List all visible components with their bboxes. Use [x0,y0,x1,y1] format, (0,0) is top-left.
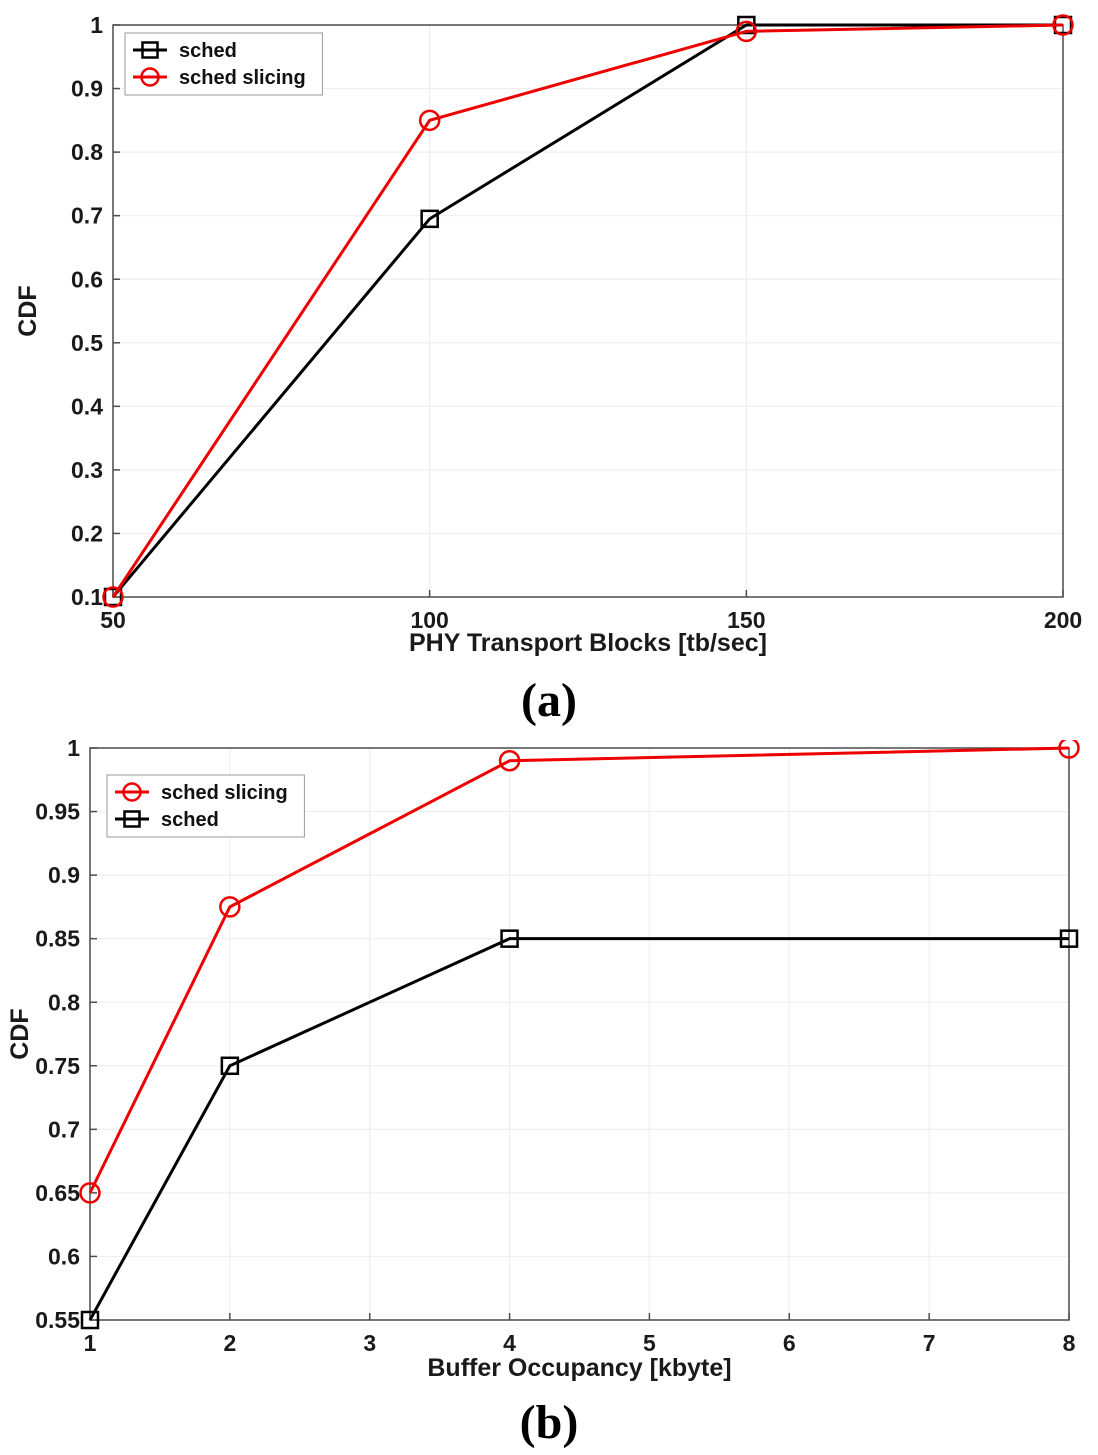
circle-marker [219,896,241,918]
svg-text:2: 2 [223,1330,236,1356]
series-sched [103,15,1073,607]
svg-text:1: 1 [84,1330,97,1356]
legend: sched sched slicing [124,32,323,96]
caption-b: (b) [519,1396,579,1449]
figure-b: 1 2 3 4 5 6 7 8 0.55 0.6 0.65 0.7 0.75 0.8 0.85 0.9 0.95… [0,740,1098,1455]
legend-circle-marker [140,67,160,87]
svg-text:0.9: 0.9 [48,862,80,888]
legend-item-sched: sched [115,809,219,831]
svg-text:6: 6 [783,1330,796,1356]
svg-text:1: 1 [67,740,80,761]
legend-circle-marker [122,782,142,802]
axis-ticks [112,24,1064,598]
figure-a: 50 100 150 200 0.1 0.2 0.3 0.4 0.5 0.6 0.7 0.8 0.9 1 P… [14,12,1082,727]
svg-text:0.75: 0.75 [35,1053,80,1079]
svg-text:150: 150 [727,607,765,633]
series-line-sched [111,23,1063,598]
svg-text:1: 1 [90,12,103,38]
chart-b-cdf-buffer-occupancy: 1 2 3 4 5 6 7 8 0.55 0.6 0.65 0.7 0.75 0.8 0.85 0.9 0.95… [6,740,1080,1382]
square-marker [500,929,519,948]
circle-marker [735,20,758,43]
svg-text:100: 100 [410,607,448,633]
x-axis-label: PHY Transport Blocks [tb/sec] [409,629,767,657]
plot-box [112,24,1064,598]
svg-text:0.6: 0.6 [71,266,103,292]
svg-text:4: 4 [503,1330,516,1356]
svg-text:50: 50 [100,607,126,633]
circle-marker [1058,740,1080,759]
svg-text:0.55: 0.55 [35,1307,80,1333]
tick-labels: 1 2 3 4 5 6 7 8 0.55 0.6 0.65 0.7 0.75 0.8 0.85 0.9 0.95… [35,740,1075,1356]
svg-text:0.65: 0.65 [35,1180,80,1206]
circle-marker [1052,14,1074,36]
legend: sched slicing sched [106,774,305,838]
series-line-sched-slicing [111,23,1064,598]
svg-text:200: 200 [1044,607,1082,633]
legend-label: sched slicing [179,67,306,89]
series-line-sched [88,937,1069,1321]
svg-text:0.5: 0.5 [71,330,103,356]
svg-text:0.8: 0.8 [48,989,80,1015]
circle-marker [79,1182,101,1204]
tick-labels: 50 100 150 200 0.1 0.2 0.3 0.4 0.5 0.6 0.7 0.8 0.9 1 [71,12,1082,633]
square-marker [420,209,439,229]
axis-ticks [89,747,1070,1321]
legend-label: sched [161,809,219,831]
circle-marker [418,109,441,132]
x-axis-label: Buffer Occupancy [kbyte] [427,1354,731,1382]
legend-label: sched [179,40,237,62]
legend-item-sched: sched [133,40,237,62]
series-sched [80,929,1079,1330]
svg-text:0.3: 0.3 [71,457,103,483]
svg-text:7: 7 [923,1330,936,1356]
svg-text:3: 3 [363,1330,376,1356]
y-axis-label: CDF [14,285,42,336]
plot-box [89,747,1070,1321]
chart-a-cdf-phy-transport-blocks: 50 100 150 200 0.1 0.2 0.3 0.4 0.5 0.6 0.7 0.8 0.9 1 P… [14,12,1082,657]
series-sched-slicing [102,14,1074,608]
series-sched-slicing [79,740,1080,1204]
svg-text:0.2: 0.2 [71,520,103,546]
caption-a: (a) [521,673,577,727]
square-marker [220,1056,240,1076]
svg-text:0.1: 0.1 [71,584,103,610]
legend-item-sched-slicing: sched slicing [115,782,288,804]
legend-square-marker [141,41,159,59]
square-marker [1059,929,1079,948]
svg-text:0.9: 0.9 [71,76,103,102]
y-axis-label: CDF [6,1008,34,1059]
legend-square-marker [123,810,141,828]
svg-text:0.4: 0.4 [71,393,103,419]
legend-item-sched-slicing: sched slicing [133,67,306,89]
gridlines [112,24,1064,598]
svg-text:0.85: 0.85 [35,926,80,952]
circle-marker [498,749,521,772]
svg-text:8: 8 [1063,1330,1076,1356]
svg-text:0.8: 0.8 [71,139,103,165]
square-marker [103,587,123,607]
svg-text:0.7: 0.7 [71,203,103,229]
legend-label: sched slicing [161,782,288,804]
series-line-sched-slicing [88,746,1070,1194]
square-marker [80,1310,100,1330]
svg-text:0.6: 0.6 [48,1243,80,1269]
svg-text:0.95: 0.95 [35,799,80,825]
circle-marker [102,586,124,608]
svg-text:5: 5 [643,1330,656,1356]
svg-text:0.7: 0.7 [48,1116,80,1142]
